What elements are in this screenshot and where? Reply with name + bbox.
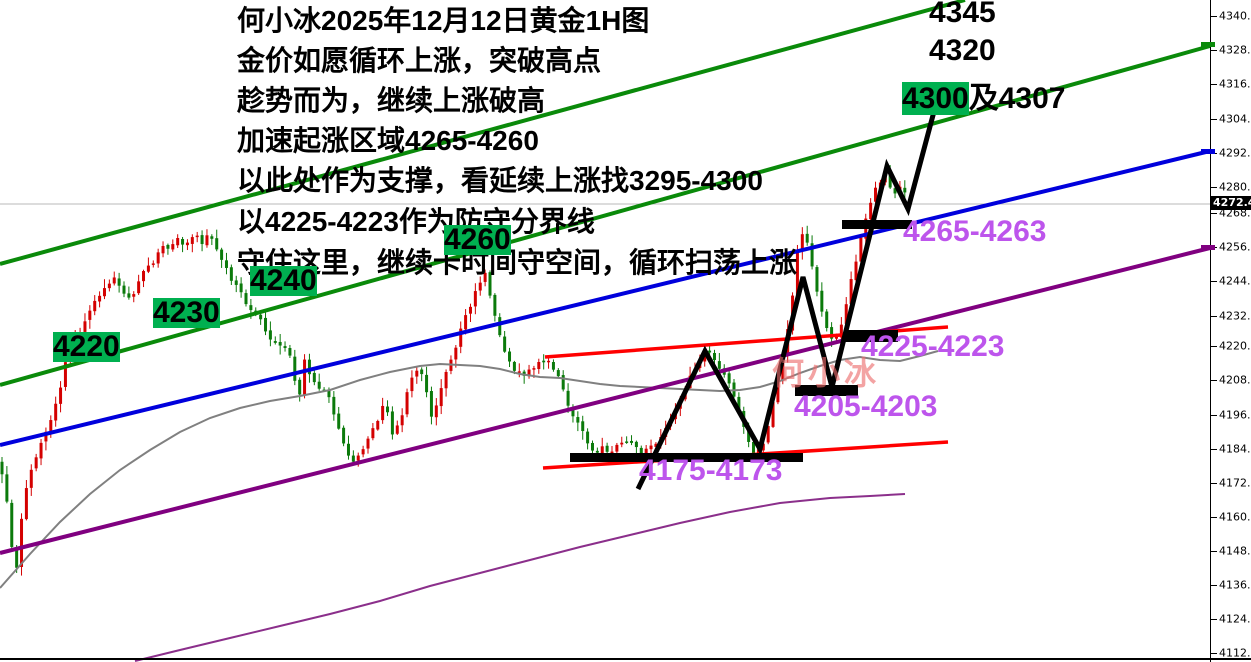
axis-tick-label: 4148.45 [1219, 544, 1251, 558]
note-line-6: 以4225-4223作为防守分界线 [237, 206, 595, 237]
level-label-4230: 4230 [153, 296, 220, 329]
level-label-4240: 4240 [250, 264, 317, 297]
projection-path[interactable] [635, 103, 939, 491]
note-line-title: 何小冰2025年12月12日黄金1H图 [237, 5, 650, 36]
axis-tick-label: 4136.55 [1219, 578, 1251, 592]
level-label-4320: 4320 [929, 34, 996, 67]
mid-green-channel-line[interactable] [0, 44, 1211, 387]
bar-4205-4203[interactable] [795, 385, 858, 396]
zone-label-4225-4223: 4225-4223 [861, 330, 1005, 363]
thin-purple-moving-average [134, 493, 906, 662]
bar-4175-4173[interactable] [570, 453, 803, 462]
axis-tick-mark [1211, 50, 1217, 51]
axis-tick-mark [1211, 380, 1217, 381]
level-label-4220: 4220 [53, 330, 120, 363]
axis-tick-mark [1211, 619, 1217, 620]
zone-label-4265-4263: 4265-4263 [903, 215, 1047, 248]
axis-tick-mark [1211, 119, 1217, 120]
axis-tick-label: 4292.65 [1219, 146, 1251, 160]
gray-moving-average [0, 350, 939, 589]
purple-trendline[interactable] [0, 246, 1211, 555]
level-label-4300-part: 4300 [902, 82, 969, 115]
blue-trendline[interactable] [0, 149, 1211, 447]
axis-tick-mark [1211, 517, 1217, 518]
axis-tick-label: 4124.30 [1219, 612, 1251, 626]
chart-bottom-border [0, 658, 1251, 660]
level-label-4300-4307: 4300及4307 [902, 82, 1066, 115]
axis-tick-mark [1211, 346, 1217, 347]
axis-tick-label: 4112.40 [1219, 646, 1251, 660]
axis-tick-label: 4244.70 [1219, 274, 1251, 288]
axis-tick-label: 4220.55 [1219, 339, 1251, 353]
zone-label-4205-4203: 4205-4203 [794, 390, 938, 423]
note-line-5: 以此处作为支撑，看延续上涨找3295-4300 [237, 165, 763, 196]
axis-tick-mark [1211, 316, 1217, 317]
green-channel-end [1201, 42, 1215, 47]
upper-green-channel-line[interactable] [0, 0, 966, 266]
axis-tick-mark [1211, 213, 1217, 214]
level-label-4345: 4345 [929, 0, 996, 29]
axis-tick-label: 4304.55 [1219, 112, 1251, 126]
axis-tick-label: 4196.40 [1219, 408, 1251, 422]
level-label-4260: 4260 [444, 223, 511, 256]
axis-tick-label: 4280.75 [1219, 180, 1251, 194]
price-axis[interactable]: 4340.60 4328.70 4316.80 4304.55 4292.65 4280.… [1210, 0, 1251, 662]
axis-tick-label: 4232.45 [1219, 309, 1251, 323]
bar-4265-4263[interactable] [842, 220, 912, 229]
axis-tick-label: 4172.60 [1219, 476, 1251, 490]
axis-tick-mark [1211, 585, 1217, 586]
axis-tick-label: 4340.60 [1219, 9, 1251, 23]
axis-tick-label: 4160.35 [1219, 510, 1251, 524]
axis-tick-mark [1211, 415, 1217, 416]
axis-tick-label: 4316.80 [1219, 77, 1251, 91]
watermark: 何小冰 [772, 355, 881, 391]
note-line-7: 守住这里，继续卡时间守空间，循环扫荡上涨 [237, 247, 798, 278]
bar-4225-4223[interactable] [845, 330, 898, 342]
note-line-4: 加速起涨区域4265-4260 [237, 125, 539, 156]
axis-tick-label: 4208.65 [1219, 373, 1251, 387]
level-label-4307-part: 及4307 [968, 82, 1066, 115]
note-line-3: 趁势而为，继续上涨破高 [237, 85, 546, 116]
axis-tick-mark [1211, 449, 1217, 450]
current-price-badge: 4272.47 [1211, 196, 1251, 210]
purple-trendline-end [1201, 245, 1215, 250]
axis-tick-mark [1211, 16, 1217, 17]
axis-tick-mark [1211, 483, 1217, 484]
blue-trendline-end [1201, 149, 1215, 154]
axis-tick-label: 4184.50 [1219, 442, 1251, 456]
note-line-2: 金价如愿循环上涨，突破高点 [237, 45, 602, 76]
axis-tick-label: 4256.60 [1219, 240, 1251, 254]
zone-label-4175-4173: 4175-4173 [639, 454, 783, 487]
axis-tick-mark [1211, 187, 1217, 188]
axis-tick-mark [1211, 281, 1217, 282]
axis-tick-mark [1211, 653, 1217, 654]
axis-tick-mark [1211, 551, 1217, 552]
axis-tick-label: 4328.70 [1219, 43, 1251, 57]
axis-tick-mark [1211, 84, 1217, 85]
